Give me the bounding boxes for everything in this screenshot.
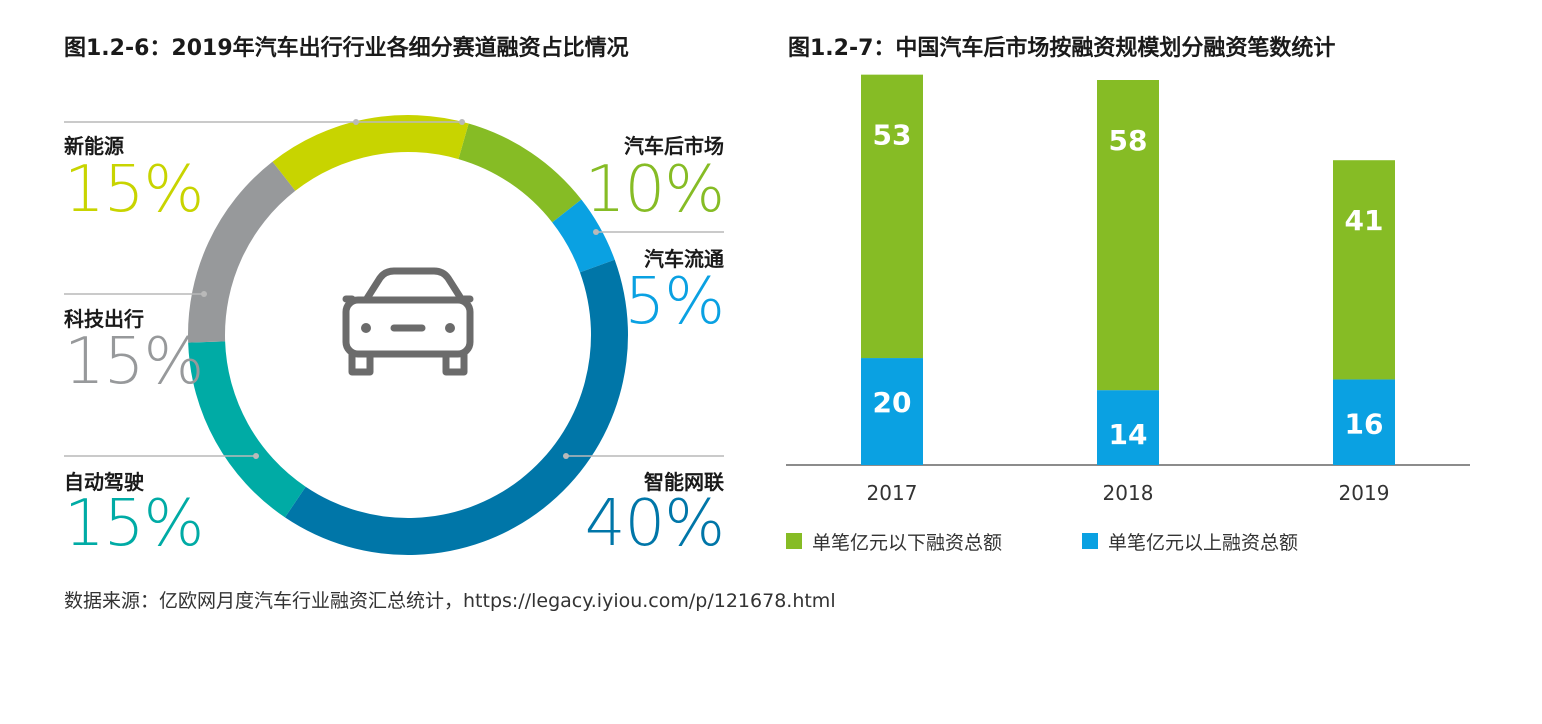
x-tick-2017: 2017 [867,481,918,505]
bar-value-2018-below: 58 [1109,124,1148,157]
label-houshichang: 汽车后市场 [624,134,724,158]
x-tick-2019: 2019 [1339,481,1390,505]
pct-zidongjiashi: 15% [64,487,204,561]
pct-zhinengwanglian: 40% [584,487,725,561]
bar-2018-below [1097,80,1159,391]
callout-dot-2 [201,291,207,297]
label-kejichuxing: 科技出行 [64,307,144,331]
callout-dot-1 [459,119,465,125]
pct-kejichuxing: 15% [64,325,204,399]
callout-dot-5 [563,453,569,459]
legend-swatch-green [786,533,802,549]
label-zhinengwanglian: 智能网联 [644,470,724,494]
donut-chart-title: 图1.2-6：2019年汽车出行行业各细分赛道融资占比情况 [64,36,629,61]
callout-dot-0 [353,119,359,125]
x-tick-2018: 2018 [1103,481,1154,505]
legend-label-below: 单笔亿元以下融资总额 [812,531,1003,554]
bar-value-2017-below: 53 [873,119,912,152]
callout-dot-3 [253,453,259,459]
label-zidongjiashi: 自动驾驶 [64,470,144,494]
legend-swatch-blue [1082,533,1098,549]
label-xinnengyuan: 新能源 [64,134,124,158]
bar-2019-above [1333,379,1395,465]
legend-label-above: 单笔亿元以上融资总额 [1108,531,1299,554]
bar-2017-above [861,358,923,465]
bar-2019-below [1333,160,1395,380]
legend-item-below: 单笔亿元以下融资总额 [786,528,1002,554]
pct-liutong: 5% [624,265,725,339]
donut-slice-5 [272,114,469,191]
car-roof [362,267,466,304]
pct-xinnengyuan: 15% [64,153,204,227]
bar-value-2019-above: 16 [1345,407,1384,440]
donut-slice-3 [188,341,306,518]
donut-slice-2 [284,259,628,555]
callout-dot-4 [593,229,599,235]
bar-chart-title: 图1.2-7：中国汽车后市场按融资规模划分融资笔数统计 [788,36,1336,61]
car-icon [342,267,474,376]
pct-houshichang: 10% [584,153,725,227]
car-headlight-left [361,323,371,333]
label-liutong: 汽车流通 [644,247,724,271]
bar-value-2018-above: 14 [1109,418,1148,451]
bar-value-2017-above: 20 [873,386,912,419]
donut-slice-4 [188,161,296,343]
donut-slice-1 [552,199,615,273]
car-body [342,296,474,358]
car-headlight-right [445,323,455,333]
legend-item-above: 单笔亿元以上融资总额 [1082,528,1298,554]
bar-2017-below [861,74,923,359]
bar-2018-above [1097,390,1159,465]
donut-slice-0 [458,123,582,223]
car-wheels [348,350,468,376]
source-note: 数据来源：亿欧网月度汽车行业融资汇总统计，https://legacy.iyio… [64,590,836,612]
bar-value-2019-below: 41 [1345,204,1384,237]
